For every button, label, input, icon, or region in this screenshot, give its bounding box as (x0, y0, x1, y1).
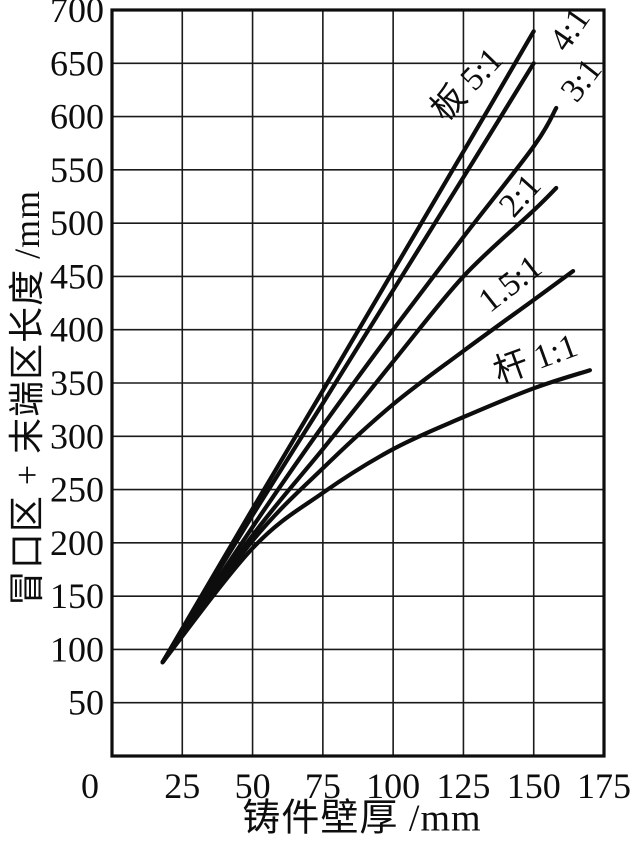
y-tick-label-600: 600 (50, 97, 104, 137)
y-tick-label-350: 350 (50, 363, 104, 403)
y-tick-label-400: 400 (50, 310, 104, 350)
y-axis-title: 冒口区 + 末端区长度 /mm (7, 189, 47, 607)
curve-label-plate-5-1: 板 5:1 (423, 40, 510, 128)
curve-label-2-1: 2:1 (492, 167, 549, 224)
curve-1-5-1 (160, 269, 576, 665)
y-tick-label-550: 550 (50, 150, 104, 190)
x-tick-label-50: 50 (235, 766, 271, 806)
y-tick-label-200: 200 (50, 523, 104, 563)
y-tick-label-50: 50 (68, 683, 104, 723)
curve-rod-1-1 (160, 368, 592, 665)
y-tick-label-450: 450 (50, 256, 104, 296)
y-tick-label-500: 500 (50, 203, 104, 243)
curve-2-1 (160, 185, 559, 665)
plot-border (110, 8, 606, 758)
x-tick-label-175: 175 (577, 766, 631, 806)
x-tick-label-100: 100 (366, 766, 420, 806)
curve-4-1 (160, 61, 536, 665)
x-tick-label-150: 150 (507, 766, 561, 806)
y-tick-label-250: 250 (50, 470, 104, 510)
x-tick-label-0: 0 (81, 766, 99, 806)
curve-plate-5-1 (160, 29, 536, 665)
curve-3-1 (160, 105, 559, 665)
curve-label-rod-1-1: 杆 1:1 (489, 327, 582, 391)
y-tick-label-650: 650 (50, 43, 104, 83)
x-tick-label-75: 75 (305, 766, 341, 806)
y-tick-label-300: 300 (50, 416, 104, 456)
curve-label-3-1: 3:1 (554, 52, 610, 109)
y-tick-label-150: 150 (50, 576, 104, 616)
x-tick-label-25: 25 (164, 766, 200, 806)
x-tick-label-125: 125 (436, 766, 490, 806)
y-tick-label-700: 700 (50, 0, 104, 30)
y-tick-label-100: 100 (50, 629, 104, 669)
x-axis-title: 铸件壁厚 /mm (242, 797, 482, 840)
